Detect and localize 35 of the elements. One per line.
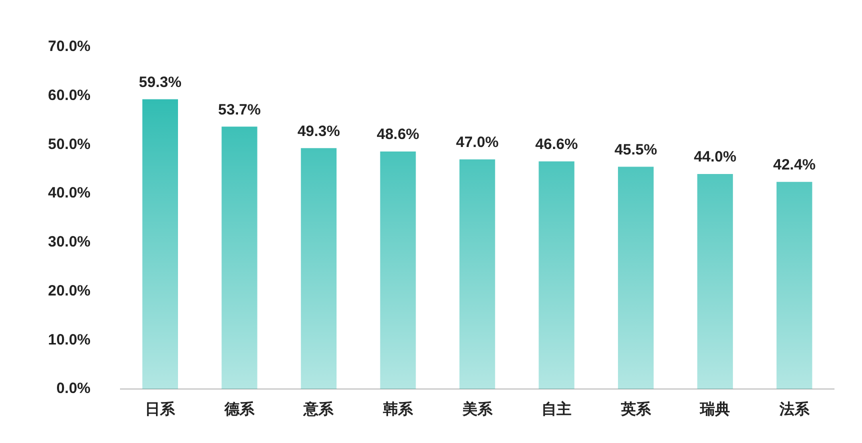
data-label: 46.6% [535,136,578,153]
data-label: 59.3% [138,74,182,91]
x-tick-label: 美系 [461,400,494,418]
data-label: 45.5% [614,141,658,158]
data-label: 47.0% [456,134,499,152]
bar [459,159,496,389]
y-tick-label: 60.0% [48,87,91,104]
bar [300,148,337,389]
y-tick-label: 0.0% [56,380,91,398]
bar [222,126,258,389]
x-tick-label: 英系 [620,401,652,418]
bar [142,99,178,389]
x-tick-label: 日系 [145,401,176,418]
data-label: 44.0% [694,148,736,166]
y-tick-label: 10.0% [48,331,91,348]
bar [697,174,733,389]
data-label: 48.6% [376,126,420,144]
bar [380,152,416,389]
bar [538,161,574,389]
y-tick-label: 50.0% [48,136,91,153]
x-tick-label: 意系 [302,401,335,418]
y-tick-label: 70.0% [48,38,91,56]
data-label: 53.7% [218,101,261,118]
bar [618,166,654,389]
data-label: 49.3% [297,122,340,140]
data-label: 42.4% [773,156,816,174]
y-tick-label: 30.0% [48,234,91,251]
bar [776,182,812,389]
x-tick-label: 德系 [223,401,256,418]
x-tick-label: 自主 [542,400,572,418]
y-tick-label: 40.0% [48,184,91,202]
y-tick-label: 20.0% [48,282,91,300]
x-tick-label: 瑞典 [699,401,730,418]
x-tick-label: 法系 [778,401,810,418]
x-tick-label: 韩系 [382,401,414,418]
